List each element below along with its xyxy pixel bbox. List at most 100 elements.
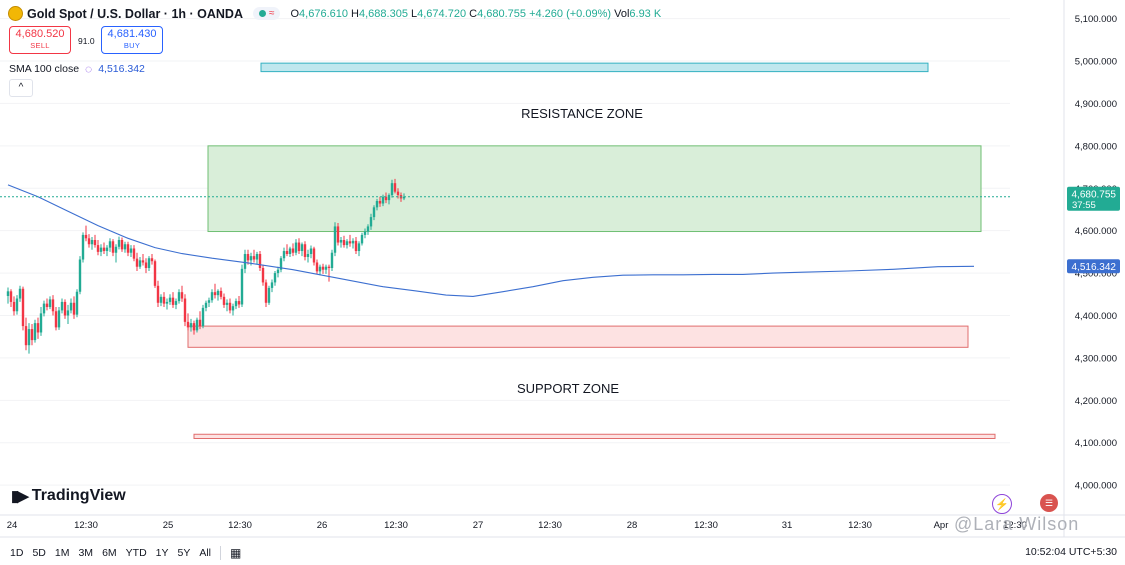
candle-body <box>309 248 313 254</box>
candle <box>246 249 250 265</box>
candle-body <box>108 241 112 248</box>
market-status-pill[interactable]: ≈ <box>252 7 281 20</box>
chart-header: Gold Spot / U.S. Dollar · 1h · OANDA ≈ O… <box>8 6 661 21</box>
timeframe-all[interactable]: All <box>199 547 212 559</box>
timeframe-1y[interactable]: 1Y <box>155 547 169 559</box>
timeframe-5y[interactable]: 5Y <box>177 547 191 559</box>
gold-symbol-icon[interactable] <box>8 6 23 21</box>
candle <box>9 289 13 308</box>
candle-body <box>150 258 154 262</box>
candle-body <box>30 329 34 341</box>
candle <box>219 287 223 300</box>
candle-body <box>231 306 235 311</box>
candle <box>393 178 397 194</box>
candle-body <box>147 258 151 268</box>
candle <box>45 298 49 311</box>
candle <box>276 266 280 278</box>
symbol-title[interactable]: Gold Spot / U.S. Dollar · 1h · OANDA <box>27 6 243 21</box>
candle <box>351 238 355 249</box>
candle <box>363 228 367 239</box>
candle-body <box>351 240 355 244</box>
candle <box>24 317 28 351</box>
price-tick-label: 5,000.000 <box>1075 57 1117 68</box>
candle <box>333 222 337 257</box>
candle-body <box>378 200 382 204</box>
candle-body <box>9 291 13 302</box>
candle <box>216 289 220 301</box>
candle-body <box>6 291 10 296</box>
candle <box>168 294 172 305</box>
zone-resistance <box>207 145 982 233</box>
candle-body <box>306 254 310 257</box>
candle-body <box>18 288 22 299</box>
candle <box>387 193 391 205</box>
flag-icon[interactable]: ☰ <box>1040 494 1058 512</box>
candle-body <box>207 300 211 303</box>
sell-button[interactable]: 4,680.520 SELL <box>9 26 71 54</box>
candle <box>279 256 283 273</box>
candle-body <box>99 247 103 252</box>
candle-body <box>204 302 208 308</box>
resistance-zone-label: RESISTANCE ZONE <box>521 106 643 121</box>
collapse-legend-button[interactable]: ^ <box>9 79 33 97</box>
candle <box>69 298 73 314</box>
candle-body <box>384 196 388 201</box>
lightning-icon[interactable]: ⚡ <box>992 494 1012 514</box>
timeframe-3m[interactable]: 3M <box>78 547 94 559</box>
candle-body <box>279 258 283 270</box>
time-tick-label: Apr <box>934 520 949 531</box>
candle-body <box>21 288 25 327</box>
candle <box>33 319 37 343</box>
time-tick-label: 12:30 <box>694 520 718 531</box>
volume-value: 6.93 K <box>629 7 662 20</box>
ohlc-change: +4.260 (+0.09%) <box>529 7 612 20</box>
candle-body <box>288 248 292 254</box>
zone-support2 <box>193 433 996 439</box>
candle-body <box>129 248 133 253</box>
candle-body <box>261 267 265 283</box>
utc-clock[interactable]: 10:52:04 UTC+5:30 <box>1025 546 1117 558</box>
sma-legend[interactable]: SMA 100 close ◌ 4,516.342 <box>9 62 145 76</box>
candle-body <box>171 297 175 305</box>
candle <box>201 304 205 329</box>
candle-body <box>345 241 349 246</box>
candle <box>342 235 346 248</box>
candle <box>231 303 235 316</box>
price-tick-label: 4,300.000 <box>1075 353 1117 364</box>
candle-body <box>360 234 364 244</box>
candle <box>264 279 268 308</box>
candle-body <box>141 260 145 263</box>
candle-body <box>336 226 340 243</box>
candle <box>240 264 244 308</box>
candle-body <box>264 282 268 303</box>
candle-body <box>24 326 28 346</box>
calendar-icon[interactable]: ▦ <box>230 546 242 560</box>
buy-button[interactable]: 4,681.430 BUY <box>101 26 163 54</box>
candle-body <box>222 296 226 305</box>
candle-body <box>252 256 256 260</box>
candle <box>339 237 343 248</box>
timeframe-1d[interactable]: 1D <box>10 547 24 559</box>
tv-logo-icon: ▮▶ <box>11 488 29 505</box>
timeframe-6m[interactable]: 6M <box>102 547 117 559</box>
candle-body <box>123 244 127 250</box>
candle <box>84 225 88 242</box>
candle <box>78 256 82 295</box>
candle-body <box>381 196 385 204</box>
candle-body <box>240 268 244 305</box>
candle-body <box>255 254 259 260</box>
timeframe-5d[interactable]: 5D <box>32 547 46 559</box>
candle-body <box>357 243 361 252</box>
timeframe-ytd[interactable]: YTD <box>125 547 147 559</box>
timeframe-1m[interactable]: 1M <box>54 547 70 559</box>
price-tick-label: 5,100.000 <box>1075 14 1117 25</box>
divider <box>220 546 222 560</box>
candle <box>306 249 310 263</box>
candle-body <box>300 244 304 252</box>
candle-body <box>219 290 223 297</box>
candle <box>288 246 292 257</box>
time-tick-label: 27 <box>473 520 484 531</box>
candle-body <box>342 240 346 246</box>
sma-value: 4,516.342 <box>98 63 145 75</box>
